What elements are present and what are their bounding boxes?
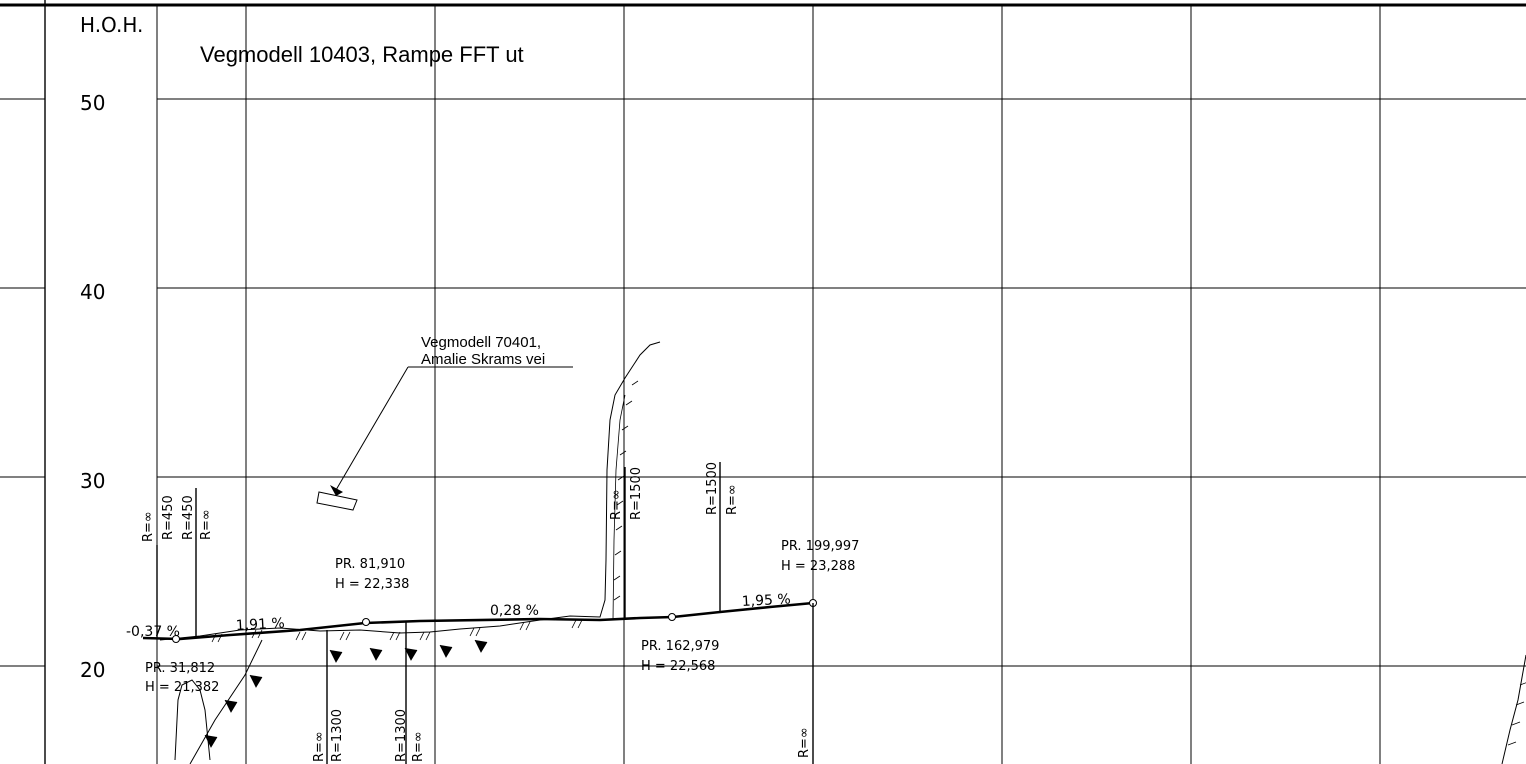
- reference-arrow-icon: [330, 485, 343, 496]
- radius-label-13: R=∞: [797, 727, 812, 758]
- grade-label-1: -0,37 %: [126, 624, 180, 640]
- vertical-grid: [156, 5, 1381, 764]
- reference-note-line1: Vegmodell 70401,: [421, 334, 541, 351]
- point-4-pr: PR. 199,997: [781, 539, 859, 554]
- radius-label-5: R=∞: [609, 489, 624, 520]
- point-4-h: H = 23,288: [781, 559, 855, 574]
- radius-label-2: R=450: [161, 495, 176, 540]
- radius-label-9: R=∞: [312, 731, 327, 762]
- grade-label-2: 1,91 %: [235, 615, 285, 634]
- terrain-slope-left: [189, 639, 263, 764]
- terrain-slope-right: [1501, 654, 1526, 764]
- grade-label-4: 1,95 %: [741, 591, 791, 610]
- point-3-pr: PR. 162,979: [641, 639, 719, 654]
- drawing-title: Vegmodell 10403, Rampe FFT ut: [200, 42, 524, 67]
- reference-marker: [316, 491, 358, 511]
- radius-label-11: R=1300: [394, 709, 409, 762]
- radius-label-10: R=1300: [330, 709, 345, 762]
- point-3-h: H = 22,568: [641, 659, 715, 674]
- y-tick-30: 30: [80, 469, 105, 493]
- radius-label-12: R=∞: [411, 731, 426, 762]
- radius-label-4: R=∞: [199, 509, 214, 540]
- radius-marker-lines: [156, 462, 814, 764]
- radius-label-7: R=1500: [705, 462, 720, 515]
- y-tick-40: 40: [80, 280, 105, 304]
- reference-note-line2: Amalie Skrams vei: [421, 351, 545, 368]
- cut-slope-line: [612, 394, 626, 621]
- y-tick-20: 20: [80, 658, 105, 682]
- horizontal-grid: [0, 98, 1526, 667]
- terrain-line: [159, 341, 661, 641]
- reference-leader-line: [335, 366, 409, 491]
- point-1-pr: PR. 31,812: [145, 661, 215, 676]
- radius-label-3: R=450: [181, 495, 196, 540]
- point-2-pr: PR. 81,910: [335, 557, 405, 572]
- grade-label-3: 0,28 %: [490, 603, 539, 619]
- radius-label-1: R=∞: [141, 511, 156, 542]
- radius-label-6: R=1500: [629, 467, 644, 520]
- y-tick-50: 50: [80, 91, 105, 115]
- point-2-h: H = 22,338: [335, 577, 409, 592]
- y-axis-label: H.O.H.: [80, 13, 143, 37]
- terrain-curve-left: [174, 679, 211, 761]
- point-1-h: H = 21,382: [145, 680, 219, 695]
- radius-label-8: R=∞: [725, 484, 740, 515]
